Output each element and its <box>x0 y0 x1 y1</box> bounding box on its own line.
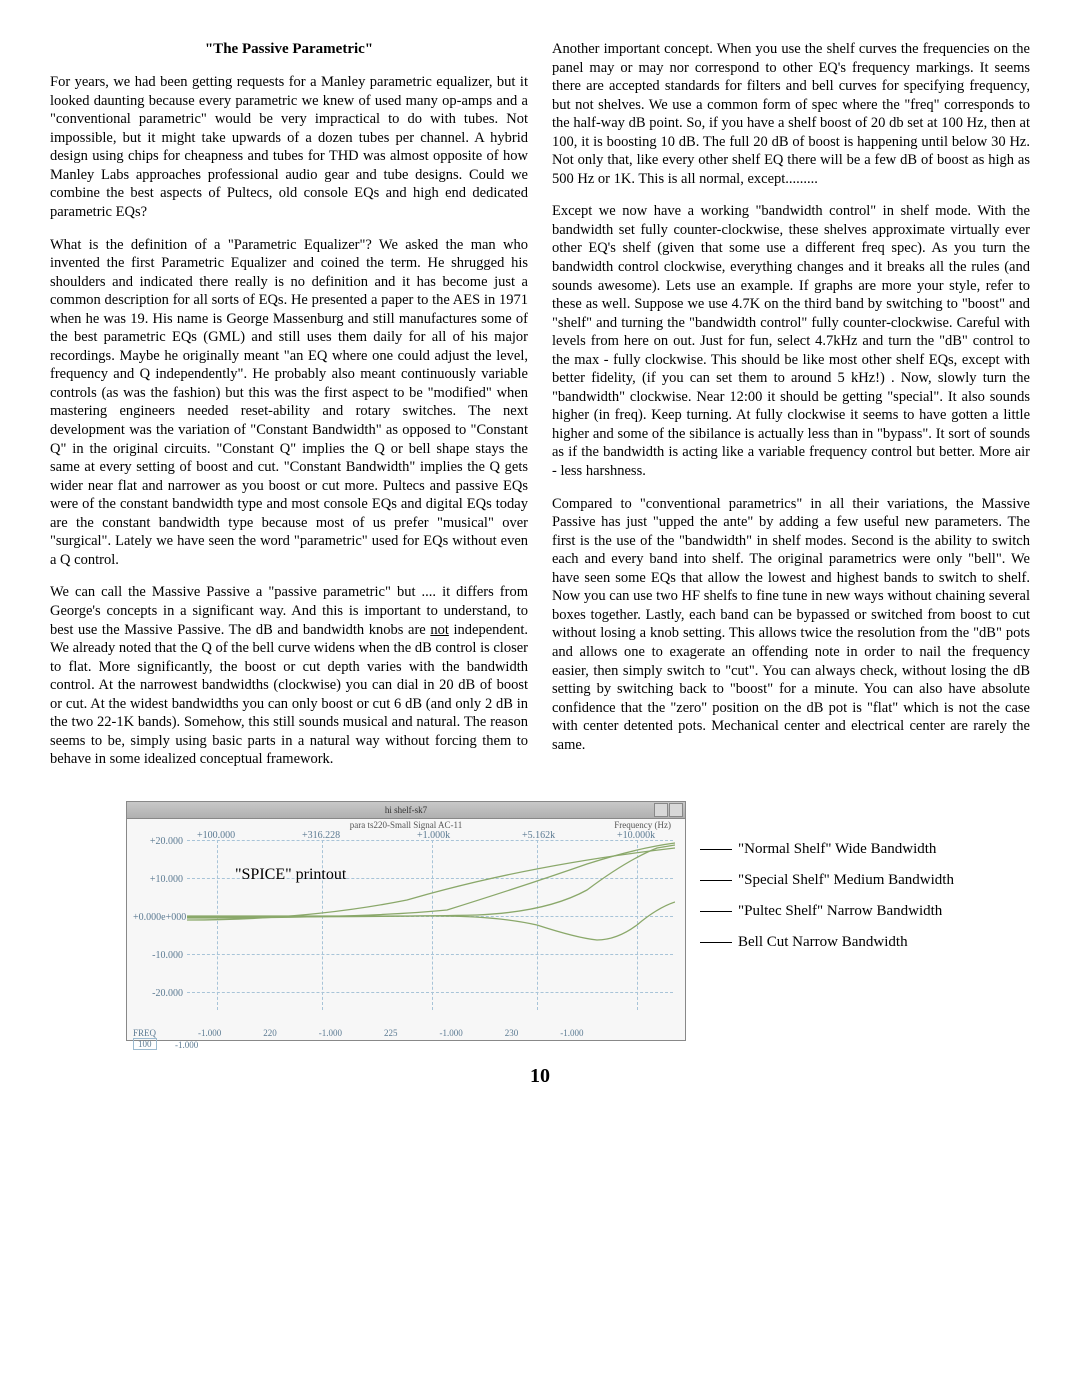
chart-wrapper: hi shelf-sk7 para ts220-Small Signal AC-… <box>50 801 1030 1041</box>
left-p2: What is the definition of a "Parametric … <box>50 236 528 570</box>
chart-subtitle: para ts220-Small Signal AC-11 <box>127 820 685 830</box>
bl2: -1.000 <box>175 1040 198 1050</box>
window-buttons <box>654 803 683 817</box>
left-p3: We can call the Massive Passive a "passi… <box>50 583 528 768</box>
legend-label-2: "Pultec Shelf" Narrow Bandwidth <box>738 903 942 920</box>
chart-legend: "Normal Shelf" Wide Bandwidth "Special S… <box>700 801 954 965</box>
ylabel-3: -10.000 <box>133 950 183 961</box>
legend-line-icon <box>700 849 732 850</box>
chart-bottom-row: FREQ -1.000 220 -1.000 225 -1.000 230 -1… <box>133 1028 584 1038</box>
bl-6: 230 <box>505 1028 519 1038</box>
legend-line-icon <box>700 880 732 881</box>
legend-item: Bell Cut Narrow Bandwidth <box>700 934 954 951</box>
right-p3: Compared to "conventional parametrics" i… <box>552 495 1030 755</box>
right-p1: Another important concept. When you use … <box>552 40 1030 188</box>
left-p3b: independent. We already noted that the Q… <box>50 622 528 768</box>
legend-line-icon <box>700 911 732 912</box>
chart-titlebar: hi shelf-sk7 <box>127 802 685 819</box>
bl-3: -1.000 <box>319 1028 342 1038</box>
chart-area: hi shelf-sk7 para ts220-Small Signal AC-… <box>126 801 954 1041</box>
left-column: "The Passive Parametric" For years, we h… <box>50 40 528 783</box>
text-columns: "The Passive Parametric" For years, we h… <box>50 40 1030 783</box>
legend-label-3: Bell Cut Narrow Bandwidth <box>738 934 908 951</box>
page-number: 10 <box>50 1065 1030 1088</box>
ylabel-1: +10.000 <box>133 874 183 885</box>
legend-line-icon <box>700 942 732 943</box>
bl-2: 220 <box>263 1028 277 1038</box>
bl-5: -1.000 <box>440 1028 463 1038</box>
bl-0: FREQ <box>133 1028 156 1038</box>
spice-chart: hi shelf-sk7 para ts220-Small Signal AC-… <box>126 801 686 1041</box>
bl-4: 225 <box>384 1028 398 1038</box>
ylabel-0: +20.000 <box>133 836 183 847</box>
bl-1: -1.000 <box>198 1028 221 1038</box>
left-p3-not: not <box>430 622 449 638</box>
ylabel-2: +0.000e+000 <box>133 912 183 923</box>
freq-box: 100 <box>133 1038 157 1050</box>
chart-window-title: hi shelf-sk7 <box>385 805 427 815</box>
legend-item: "Special Shelf" Medium Bandwidth <box>700 872 954 889</box>
right-column: Another important concept. When you use … <box>552 40 1030 783</box>
ylabel-4: -20.000 <box>133 988 183 999</box>
spice-label: "SPICE" printout <box>235 866 346 884</box>
legend-label-1: "Special Shelf" Medium Bandwidth <box>738 872 954 889</box>
legend-item: "Normal Shelf" Wide Bandwidth <box>700 841 954 858</box>
legend-item: "Pultec Shelf" Narrow Bandwidth <box>700 903 954 920</box>
article-title: "The Passive Parametric" <box>50 40 528 59</box>
chart-freq-label: Frequency (Hz) <box>614 820 671 830</box>
bl-7: -1.000 <box>560 1028 583 1038</box>
right-p2: Except we now have a working "bandwidth … <box>552 202 1030 480</box>
left-p1: For years, we had been getting requests … <box>50 73 528 221</box>
legend-label-0: "Normal Shelf" Wide Bandwidth <box>738 841 936 858</box>
